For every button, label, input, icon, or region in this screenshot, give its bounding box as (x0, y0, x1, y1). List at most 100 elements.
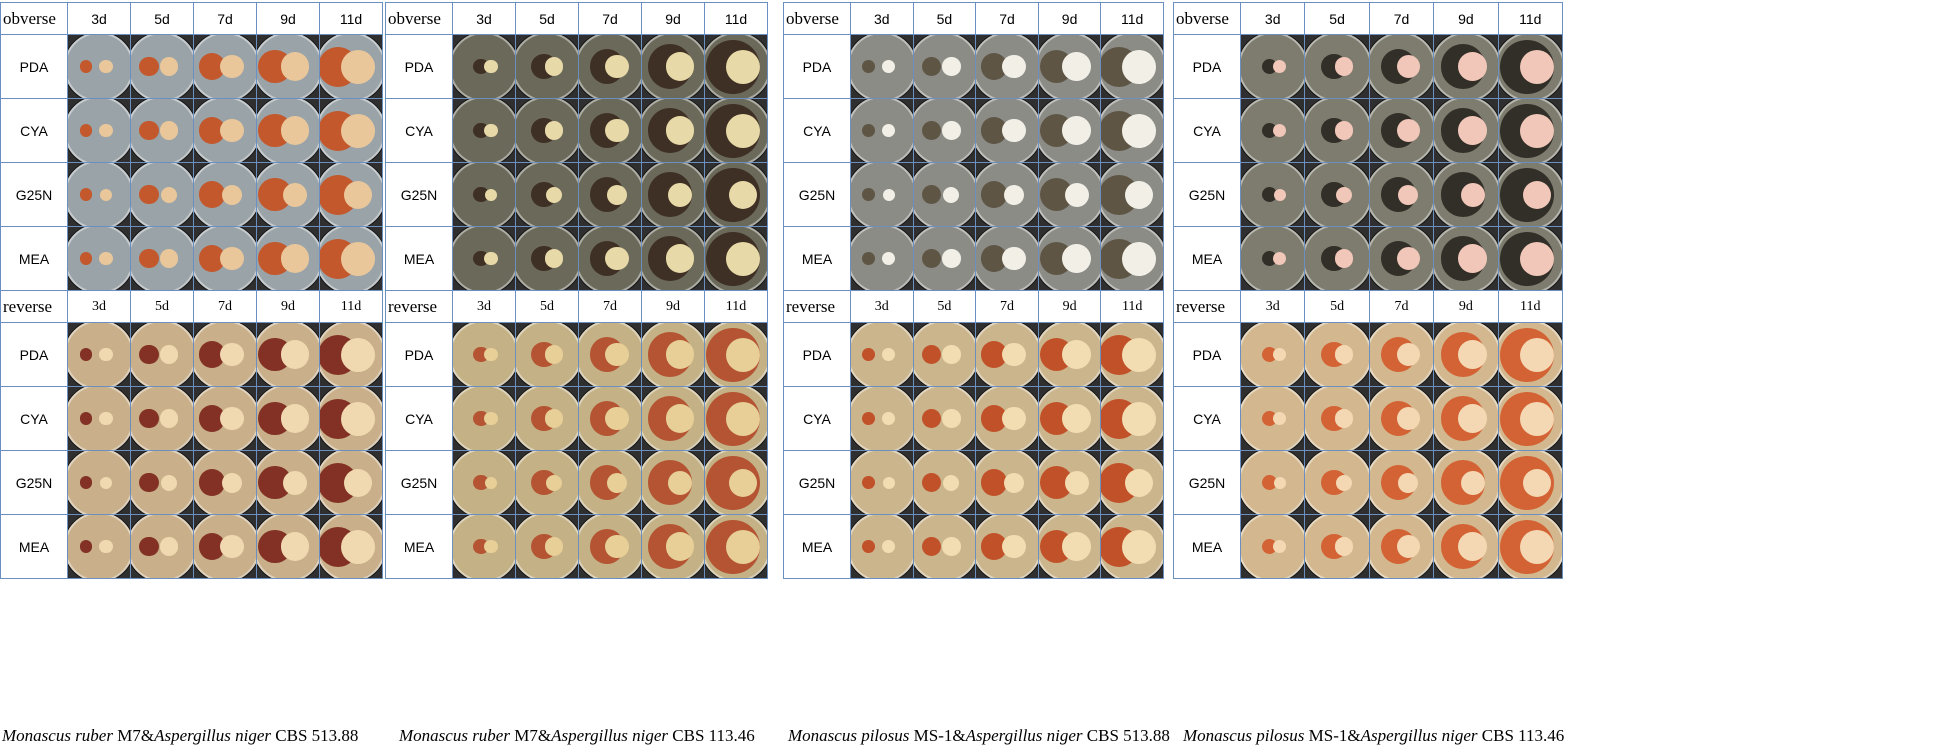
petri-dish (1370, 387, 1433, 450)
colony-monascus (220, 534, 244, 559)
colony-monascus (280, 340, 310, 369)
medium-label: G25N (0, 162, 68, 227)
day-header: 11d (1497, 2, 1564, 35)
colony-aspergillus (139, 56, 159, 77)
petri-dish (1499, 35, 1562, 98)
plate-cell (452, 386, 516, 451)
colony-monascus (1122, 337, 1157, 372)
medium-label: MEA (385, 226, 453, 291)
petri-dish (453, 227, 515, 290)
colony-aspergillus (1261, 186, 1278, 203)
colony-monascus (605, 246, 629, 271)
colony-monascus (726, 401, 760, 436)
petri-dish (453, 163, 515, 226)
colony-monascus (605, 406, 629, 431)
petri-dish (914, 35, 975, 98)
colony-monascus (1122, 49, 1157, 84)
plate-cell (1239, 98, 1306, 163)
plate-cell (850, 226, 914, 291)
plate-cell (704, 514, 768, 579)
colony-aspergillus (921, 344, 942, 365)
plate-cell (1304, 226, 1370, 291)
plate-cell (319, 450, 383, 515)
plate-cell (130, 322, 194, 387)
colony-monascus (1062, 340, 1091, 369)
plate-cell (1239, 322, 1306, 387)
medium-label: MEA (1173, 514, 1241, 579)
petri-dish (705, 163, 767, 226)
colony-monascus (1520, 49, 1555, 84)
plate-cell (193, 514, 257, 579)
colony-monascus (100, 188, 112, 201)
plate-cell (704, 98, 768, 163)
colony-monascus (942, 345, 961, 364)
colony-monascus (341, 337, 375, 372)
petri-dish (914, 451, 975, 514)
petri-dish (194, 451, 256, 514)
caption-species-1: Monascus pilosus (1183, 726, 1305, 745)
petri-dish (1241, 323, 1304, 386)
plate-cell (193, 226, 257, 291)
colony-monascus (1520, 241, 1555, 276)
plate-cell (641, 162, 705, 227)
petri-dish (1305, 515, 1369, 578)
day-header: 3d (452, 290, 516, 323)
plate-cell (578, 226, 642, 291)
medium-label: MEA (0, 226, 68, 291)
petri-dish (976, 451, 1038, 514)
colony-aspergillus (921, 120, 942, 141)
petri-dish (1434, 451, 1498, 514)
day-header: 5d (515, 290, 579, 323)
petri-dish (194, 99, 256, 162)
colony-monascus (1334, 249, 1354, 268)
petri-dish (516, 387, 578, 450)
plate-cell (1100, 226, 1164, 291)
colony-monascus (1273, 539, 1287, 554)
colony-monascus (942, 57, 961, 76)
petri-dish (642, 323, 704, 386)
colony-aspergillus (1261, 474, 1278, 491)
plate-cell (452, 98, 516, 163)
colony-monascus (341, 49, 375, 84)
petri-dish (131, 515, 193, 578)
petri-dish (320, 227, 382, 290)
petri-dish (1434, 387, 1498, 450)
plate-cell (452, 162, 516, 227)
colony-monascus (882, 476, 895, 489)
day-header: 7d (578, 290, 642, 323)
plate-cell (1100, 386, 1164, 451)
plate-cell (641, 450, 705, 515)
plate-cell (1368, 226, 1435, 291)
plate-cell (67, 226, 131, 291)
petri-dish (1499, 387, 1562, 450)
colony-aspergillus (862, 252, 876, 265)
colony-monascus (605, 54, 629, 79)
petri-dish (1305, 35, 1369, 98)
colony-aspergillus (921, 248, 942, 269)
petri-dish (68, 163, 130, 226)
medium-label: PDA (1173, 34, 1241, 99)
colony-monascus (1002, 342, 1026, 367)
colony-monascus (882, 347, 896, 362)
day-header: 5d (1304, 290, 1370, 323)
colony-monascus (882, 123, 896, 138)
plate-cell (578, 98, 642, 163)
colony-monascus (665, 116, 695, 145)
view-label-obverse: obverse (1173, 2, 1241, 35)
plate-cell (1239, 450, 1306, 515)
medium-label: PDA (385, 34, 453, 99)
day-header: 9d (1037, 2, 1102, 35)
day-header: 11d (1497, 290, 1564, 323)
petri-dish (1241, 451, 1304, 514)
day-header: 11d (704, 2, 768, 35)
plate-cell (912, 386, 977, 451)
colony-monascus (1523, 180, 1552, 209)
grid-obverse: obverse 3d 5d 7d 9d 11d PDA CYA G25N MEA (783, 2, 1164, 291)
colony-monascus (1396, 246, 1421, 271)
plate-cell (515, 162, 579, 227)
petri-dish (642, 451, 704, 514)
petri-dish (257, 323, 319, 386)
petri-dish (516, 227, 578, 290)
colony-monascus (220, 118, 244, 143)
colony-aspergillus (79, 188, 93, 201)
